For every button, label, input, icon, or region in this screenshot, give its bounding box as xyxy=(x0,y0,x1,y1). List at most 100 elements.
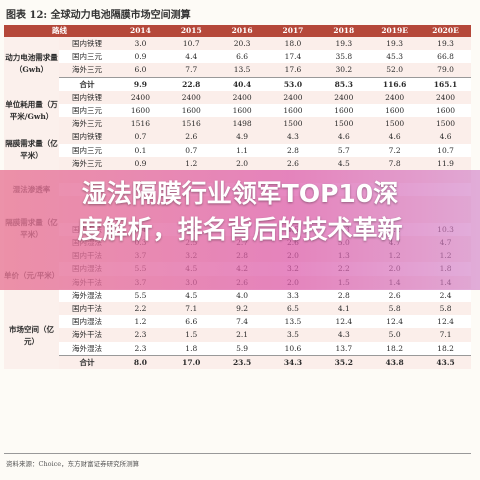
value-cell: 1600 xyxy=(369,104,421,118)
table-row: 合计 8.0 17.0 23.5 34.3 35.2 43.8 43.5 xyxy=(4,354,471,370)
value-cell: 18.2 xyxy=(369,341,421,356)
header-cell: 2015 xyxy=(165,25,217,37)
value-cell: 34.3 xyxy=(267,354,319,370)
value-cell: 4.6 xyxy=(420,130,471,144)
row-label: 国内三元 xyxy=(59,104,115,118)
value-cell: 2400 xyxy=(165,90,217,105)
header-cell: 2019E xyxy=(369,25,421,37)
row-label: 国内湿法 xyxy=(59,315,115,329)
value-cell: 23.5 xyxy=(216,354,268,370)
table-row: 海外湿法 5.5 4.5 4.0 3.3 2.8 2.6 2.4 xyxy=(4,288,471,302)
value-cell: 1500 xyxy=(318,117,370,131)
row-label: 海外干法 xyxy=(59,328,115,342)
value-cell: 1600 xyxy=(267,104,319,118)
value-cell: 1.2 xyxy=(115,315,166,329)
row-label: 海外三元 xyxy=(59,63,115,78)
group-label: 隔膜需求量（亿平米） xyxy=(4,130,59,171)
table-row: 海外干法 2.3 1.5 2.1 3.5 4.3 5.0 7.1 xyxy=(4,328,471,342)
value-cell: 2.6 xyxy=(369,288,421,302)
value-cell: 2400 xyxy=(369,90,421,105)
value-cell: 10.7 xyxy=(420,143,471,157)
value-cell: 5.0 xyxy=(369,328,421,342)
row-label: 国内铁锂 xyxy=(59,130,115,144)
value-cell: 2400 xyxy=(216,90,268,105)
table-row: 海外湿法 2.3 1.8 5.9 10.6 13.7 18.2 18.2 xyxy=(4,341,471,356)
value-cell: 1.8 xyxy=(165,341,217,356)
value-cell: 13.7 xyxy=(318,341,370,356)
value-cell: 4.6 xyxy=(318,130,370,144)
value-cell: 8.0 xyxy=(115,354,166,370)
value-cell: 1600 xyxy=(318,104,370,118)
value-cell: 17.6 xyxy=(267,63,319,78)
value-cell: 0.7 xyxy=(165,143,217,157)
value-cell: 165.1 xyxy=(420,76,471,91)
row-label: 海外湿法 xyxy=(59,288,115,302)
value-cell: 1500 xyxy=(420,117,471,131)
value-cell: 1500 xyxy=(267,117,319,131)
table-row: 国内三元 1600 1600 1600 1600 1600 1600 1600 xyxy=(4,104,471,118)
row-label: 国内铁锂 xyxy=(59,90,115,105)
value-cell: 35.8 xyxy=(318,50,370,64)
value-cell: 18.0 xyxy=(267,37,319,51)
group-label: 动力电池需求量（Gwh） xyxy=(4,37,59,91)
value-cell: 1.2 xyxy=(165,156,217,171)
value-cell: 2.6 xyxy=(165,130,217,144)
value-cell: 40.4 xyxy=(216,76,268,91)
source-note: 资料来源：Choice，东方财富证券研究所测算 xyxy=(6,460,140,468)
value-cell: 1600 xyxy=(420,104,471,118)
value-cell: 12.4 xyxy=(318,315,370,329)
value-cell: 18.2 xyxy=(420,341,471,356)
value-cell: 12.4 xyxy=(369,315,421,329)
header-cell: 2018 xyxy=(318,25,370,37)
table-row: 动力电池需求量（Gwh） 国内铁锂 3.0 10.7 20.3 18.0 19.3 19.3 1… xyxy=(4,37,471,91)
value-cell: 4.1 xyxy=(318,302,370,316)
value-cell: 7.8 xyxy=(369,156,421,171)
value-cell: 4.5 xyxy=(318,156,370,171)
value-cell: 22.8 xyxy=(165,76,217,91)
value-cell: 52.0 xyxy=(369,63,421,78)
value-cell: 6.5 xyxy=(267,302,319,316)
value-cell: 3.3 xyxy=(267,288,319,302)
figure-caption: 图表 12: 全球动力电池隔膜市场空间测算 xyxy=(6,10,191,21)
value-cell: 1.1 xyxy=(216,143,268,157)
value-cell: 0.9 xyxy=(115,156,166,171)
row-label: 国内三元 xyxy=(59,50,115,64)
table-row: 海外三元 0.9 1.2 2.0 2.6 4.5 7.8 11.9 xyxy=(4,156,471,171)
row-label: 国内三元 xyxy=(59,143,115,157)
value-cell: 1500 xyxy=(369,117,421,131)
value-cell: 2400 xyxy=(420,90,471,105)
value-cell: 66.8 xyxy=(420,50,471,64)
value-cell: 17.0 xyxy=(165,354,217,370)
value-cell: 4.0 xyxy=(216,288,268,302)
table-row: 国内三元 0.1 0.7 1.1 2.8 5.7 7.2 10.7 xyxy=(4,143,471,157)
row-label: 国内铁锂 xyxy=(59,37,115,51)
value-cell: 1600 xyxy=(216,104,268,118)
value-cell: 17.4 xyxy=(267,50,319,64)
value-cell: 35.2 xyxy=(318,354,370,370)
value-cell: 79.0 xyxy=(420,63,471,78)
article-headline[interactable]: 湿法隔膜行业领军TOP10深 度解析，排名背后的技术革新 xyxy=(0,176,480,248)
table-row: 海外三元 1516 1516 1498 1500 1500 1500 1500 xyxy=(4,117,471,131)
value-cell: 43.5 xyxy=(420,354,471,370)
value-cell: 19.3 xyxy=(420,37,471,51)
row-label: 海外三元 xyxy=(59,117,115,131)
value-cell: 1498 xyxy=(216,117,268,131)
value-cell: 7.4 xyxy=(216,315,268,329)
table-header-row: 路线 2014 2015 2016 2017 2018 2019E 2020E xyxy=(4,25,471,37)
header-cell: 2014 xyxy=(115,25,166,37)
value-cell: 7.1 xyxy=(420,328,471,342)
table-row: 国内湿法 1.2 6.6 7.4 13.5 12.4 12.4 12.4 xyxy=(4,315,471,329)
row-label: 海外三元 xyxy=(59,156,115,171)
group-label: 市场空间（亿元） xyxy=(4,302,59,370)
value-cell: 12.4 xyxy=(420,315,471,329)
table-row: 合计 9.9 22.8 40.4 53.0 85.3 116.6 165.1 xyxy=(4,76,471,91)
value-cell: 5.5 xyxy=(115,288,166,302)
table-row: 市场空间（亿元） 国内干法 2.2 7.1 9.2 6.5 4.1 5.8 5.8 xyxy=(4,302,471,370)
row-label: 合计 xyxy=(59,76,115,91)
value-cell: 0.1 xyxy=(115,143,166,157)
value-cell: 2400 xyxy=(318,90,370,105)
value-cell: 3.0 xyxy=(115,37,166,51)
value-cell: 0.9 xyxy=(115,50,166,64)
value-cell: 4.4 xyxy=(165,50,217,64)
value-cell: 1516 xyxy=(115,117,166,131)
